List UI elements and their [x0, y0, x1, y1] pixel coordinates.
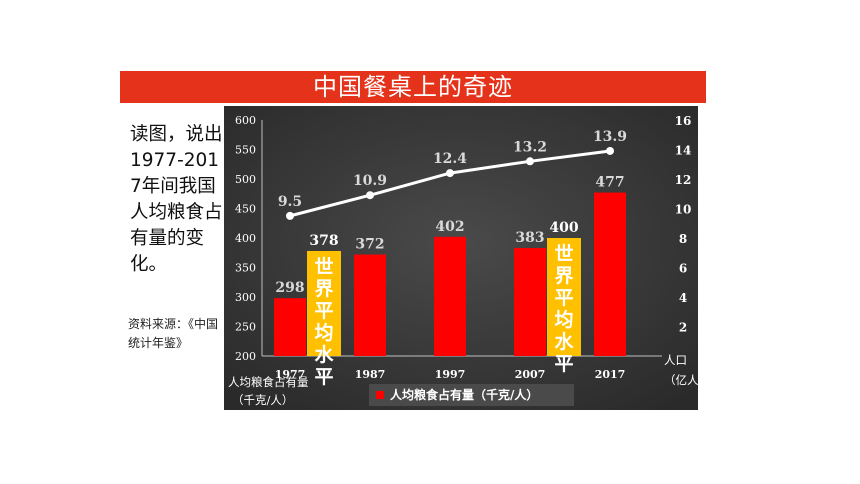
world-bar-vertical-label: 平	[314, 300, 333, 322]
source-note: 资料来源：《中国统计年鉴》	[128, 317, 219, 350]
right-axis-tick-label: 16	[675, 114, 692, 128]
world-bar-vertical-label: 界	[554, 265, 573, 287]
right-axis-caption-line1: 人口	[664, 353, 687, 367]
question-text: 读图，说出1977-2017年间我国人均粮食占有量的变化。	[130, 124, 223, 275]
chart-panel: 200 250 300 350 400 450 500 550 600 2 4 6 8 10 12 14 16 2…	[224, 106, 698, 410]
left-axis-tick-label: 550	[235, 144, 256, 157]
left-axis-tick-label: 600	[235, 114, 256, 127]
right-axis-caption-line2: （亿人	[664, 373, 698, 387]
population-value-label: 12.4	[433, 151, 467, 167]
right-axis-tick-label: 14	[675, 144, 692, 158]
left-axis-caption-line1: 人均粮食占有量	[228, 375, 309, 389]
world-bar-vertical-label: 世	[554, 243, 573, 265]
left-axis-caption-line2: （千克/人）	[232, 393, 293, 407]
population-point	[446, 169, 454, 178]
world-bar-vertical-label: 均	[554, 308, 573, 331]
population-value-label: 10.9	[353, 173, 387, 189]
x-tick-label: 1997	[435, 368, 466, 381]
population-point	[366, 191, 374, 200]
bar-value-label: 402	[435, 219, 464, 235]
left-axis-tick-label: 500	[235, 173, 256, 186]
title-bar: 中国餐桌上的奇迹	[120, 71, 706, 103]
x-tick-label: 2007	[515, 368, 546, 381]
legend-swatch	[376, 391, 384, 399]
bar-grain-2017	[594, 192, 626, 356]
world-bar-vertical-label: 平	[554, 353, 573, 375]
population-point	[286, 211, 294, 220]
left-axis-tick-label: 450	[235, 203, 256, 216]
world-bar-vertical-label: 平	[554, 287, 573, 309]
bar-grain-2007	[514, 248, 546, 356]
bar-grain-1997	[434, 236, 466, 356]
world-bar-vertical-label: 水	[314, 344, 334, 366]
x-tick-label: 1977	[275, 368, 306, 381]
left-axis-tick-label: 200	[235, 350, 256, 363]
left-axis-tick-label: 300	[235, 291, 256, 304]
page-title: 中国餐桌上的奇迹	[313, 73, 513, 101]
x-tick-label: 2017	[595, 368, 626, 381]
population-value-label: 13.9	[593, 129, 627, 145]
right-axis-tick-label: 10	[675, 203, 692, 217]
x-tick-label: 1987	[355, 368, 386, 381]
right-axis-tick-label: 6	[679, 262, 687, 276]
population-point	[526, 157, 534, 166]
bar-value-label: 383	[515, 230, 544, 246]
left-axis-tick-label: 350	[235, 262, 256, 275]
world-bar-vertical-label: 界	[314, 278, 333, 300]
bar-world-average	[547, 238, 581, 356]
left-axis-tick-label: 400	[235, 232, 256, 245]
population-value-label: 13.2	[513, 139, 547, 155]
left-axis-tick-label: 250	[235, 321, 256, 334]
population-point	[606, 146, 614, 155]
bar-grain-1987	[354, 254, 386, 356]
right-axis-tick-label: 2	[679, 321, 687, 335]
bar-world-average	[307, 250, 341, 356]
world-bar-vertical-label: 世	[314, 256, 333, 278]
world-bar-vertical-label: 均	[314, 321, 333, 344]
legend-box	[369, 384, 574, 406]
bar-grain-1977	[274, 298, 306, 356]
bar-value-label: 298	[275, 280, 304, 296]
world-bar-vertical-label: 水	[554, 331, 574, 353]
right-axis-tick-label: 4	[679, 291, 687, 305]
right-axis-tick-label: 8	[679, 232, 687, 246]
right-axis-tick-label: 12	[675, 173, 692, 187]
world-bar-value-label: 378	[309, 233, 338, 249]
world-bar-value-label: 400	[549, 220, 578, 236]
world-bar-vertical-label: 平	[314, 366, 333, 388]
population-value-label: 9.5	[278, 194, 302, 210]
legend-label: 人均粮食占有量（千克/人）	[390, 387, 538, 402]
chart: 200 250 300 350 400 450 500 550 600 2 4 6 8 10 12 14 16 2…	[224, 106, 698, 410]
bar-value-label: 477	[595, 175, 624, 191]
bar-value-label: 372	[355, 237, 384, 253]
